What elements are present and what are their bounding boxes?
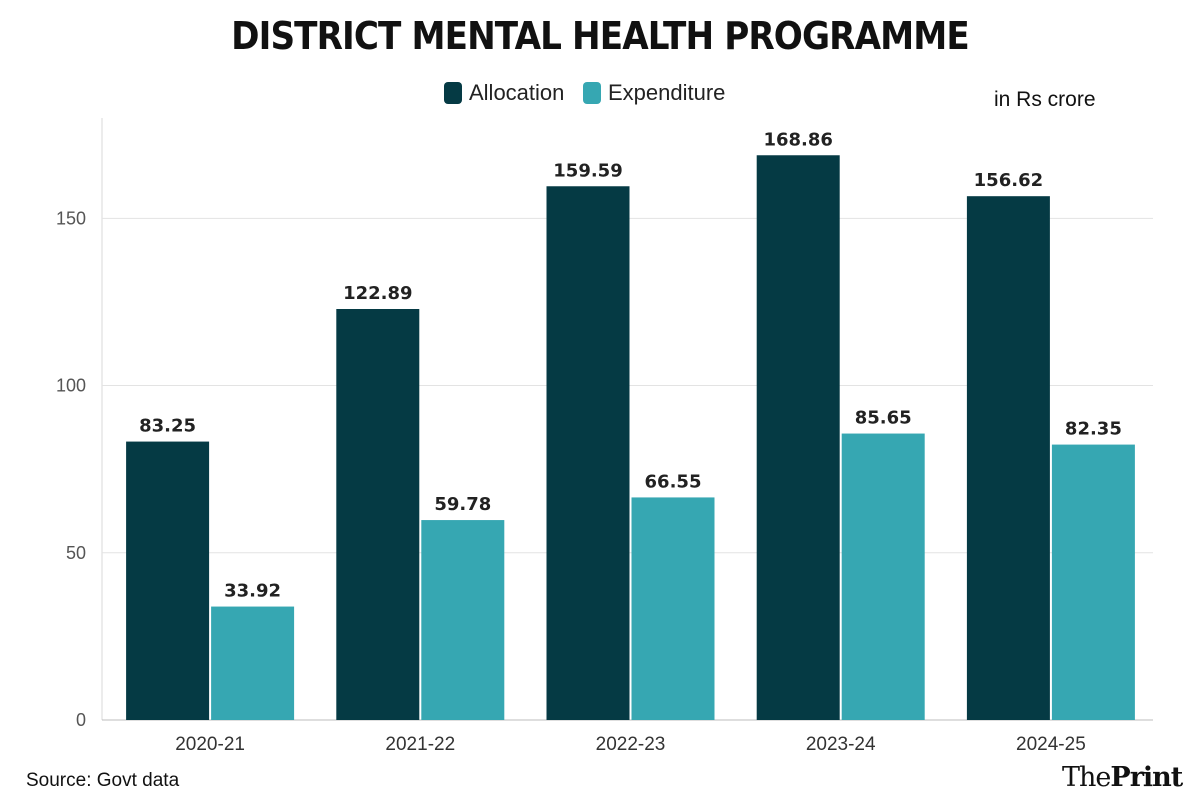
- data-label: 156.62: [974, 170, 1043, 191]
- y-tick-label: 0: [76, 710, 86, 730]
- data-label: 59.78: [434, 494, 491, 515]
- brand-logo: ThePrint: [1062, 762, 1183, 793]
- x-tick-label: 2023-24: [806, 734, 876, 755]
- x-tick-label: 2024-25: [1016, 734, 1086, 755]
- legend-swatch-allocation: [444, 82, 462, 104]
- y-tick-label: 50: [66, 543, 86, 563]
- x-tick-label: 2022-23: [596, 734, 666, 755]
- source-note: Source: Govt data: [26, 770, 180, 791]
- legend-label-allocation: Allocation: [469, 80, 565, 105]
- brand-logo-part2: Print: [1110, 762, 1183, 793]
- data-label: 85.65: [855, 408, 912, 429]
- bar-allocation: [756, 155, 840, 721]
- data-label: 82.35: [1065, 419, 1122, 440]
- chart-title: DISTRICT MENTAL HEALTH PROGRAMME: [231, 14, 970, 58]
- bar-expenditure: [211, 606, 295, 720]
- bar-allocation: [336, 309, 420, 720]
- unit-note: in Rs crore: [994, 88, 1096, 111]
- bar-expenditure: [1051, 444, 1135, 720]
- y-tick-label: 100: [56, 376, 86, 396]
- legend-swatch-expenditure: [583, 82, 601, 104]
- bar-allocation: [966, 196, 1050, 720]
- bar-expenditure: [841, 433, 925, 720]
- legend-label-expenditure: Expenditure: [608, 80, 726, 105]
- bar-allocation: [126, 441, 210, 720]
- brand-logo-part1: The: [1062, 762, 1111, 793]
- legend-item-expenditure: Expenditure: [583, 80, 725, 106]
- x-tick-label: 2021-22: [385, 734, 455, 755]
- data-label: 83.25: [139, 416, 196, 437]
- y-tick-label: 150: [56, 208, 86, 228]
- bar-expenditure: [631, 497, 715, 720]
- data-label: 122.89: [343, 283, 412, 304]
- data-label: 33.92: [224, 581, 281, 602]
- x-tick-label: 2020-21: [175, 734, 245, 755]
- data-label: 66.55: [645, 471, 702, 492]
- bar-allocation: [546, 186, 630, 720]
- data-label: 159.59: [553, 160, 622, 181]
- legend-item-allocation: Allocation: [444, 80, 564, 106]
- bar-expenditure: [421, 520, 505, 720]
- legend: Allocation Expenditure: [0, 80, 1200, 108]
- data-label: 168.86: [763, 129, 832, 150]
